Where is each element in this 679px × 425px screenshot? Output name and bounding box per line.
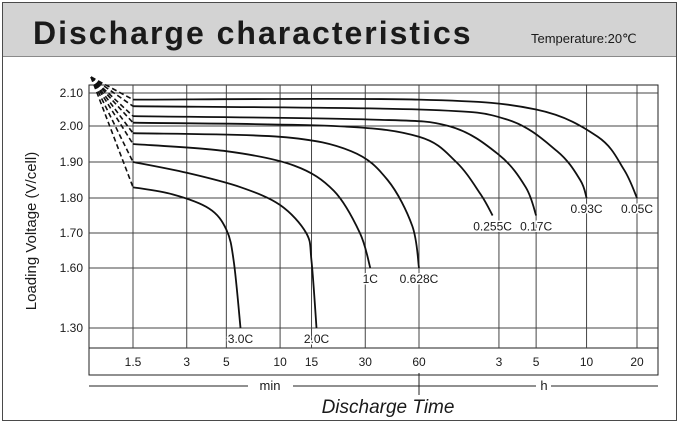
series-label: 0.255C [473, 220, 512, 234]
discharge-curve [132, 97, 638, 199]
x-tick-label: 30 [359, 355, 373, 369]
x-tick-label: 60 [412, 355, 426, 369]
x-unit-label-h: h [540, 378, 547, 393]
curve-start-dash [90, 76, 134, 124]
curve-start-dash [90, 76, 134, 117]
x-tick-label: 20 [630, 355, 644, 369]
y-tick-label: 1.70 [60, 226, 84, 240]
curve-start-dash [90, 76, 134, 145]
series-label: 2.0C [304, 332, 330, 346]
series-label: 0.05C [621, 202, 653, 216]
y-axis-title: Loading Voltage (V/cell) [23, 152, 40, 310]
series-label: 0.17C [520, 220, 552, 234]
discharge-chart: 2.10 2.00 1.90 1.80 1.70 1.60 1.30 1.5 3 5 10 15 30 6… [23, 76, 659, 418]
x-axis-title: Discharge Time [322, 397, 455, 418]
series-label: 0.628C [400, 272, 439, 286]
x-unit-label-min: min [260, 378, 281, 393]
temperature-label: Temperature:20℃ [531, 31, 637, 46]
x-tick-label: 10 [273, 355, 287, 369]
y-tick-label: 1.90 [60, 155, 84, 169]
x-tick-label: 10 [580, 355, 594, 369]
y-tick-label: 2.10 [60, 86, 84, 100]
curve-start-dash [90, 76, 134, 188]
header-bar: Discharge characteristics Temperature:20… [3, 3, 676, 57]
series-label: 0.93C [571, 202, 603, 216]
discharge-curve [132, 186, 242, 329]
x-tick-label: 15 [305, 355, 319, 369]
discharge-curve [132, 115, 537, 216]
discharge-curve [132, 132, 420, 269]
y-tick-label: 1.30 [60, 321, 84, 335]
discharge-curve [132, 121, 494, 216]
chart-title: Discharge characteristics [33, 15, 473, 51]
curve-start-dash [90, 76, 134, 107]
curves [90, 76, 638, 329]
series-label: 1C [363, 272, 379, 286]
y-tick-label: 2.00 [60, 119, 84, 133]
y-tick-label: 1.60 [60, 261, 84, 275]
grid [88, 84, 659, 395]
plot-border [88, 84, 659, 376]
x-tick-label: 5 [533, 355, 540, 369]
y-tick-label: 1.80 [60, 191, 84, 205]
x-tick-label: 1.5 [125, 355, 142, 369]
labels: 2.10 2.00 1.90 1.80 1.70 1.60 1.30 1.5 3 5 10 15 30 6… [23, 86, 655, 418]
x-tick-label: 3 [496, 355, 503, 369]
discharge-curve [132, 105, 588, 199]
x-tick-label: 3 [183, 355, 190, 369]
curve-start-dash [90, 76, 134, 163]
discharge-curve [132, 161, 318, 329]
series-label: 3.0C [228, 332, 254, 346]
discharge-curve [132, 143, 372, 269]
curve-start-dash [90, 76, 134, 134]
x-tick-label: 5 [223, 355, 230, 369]
